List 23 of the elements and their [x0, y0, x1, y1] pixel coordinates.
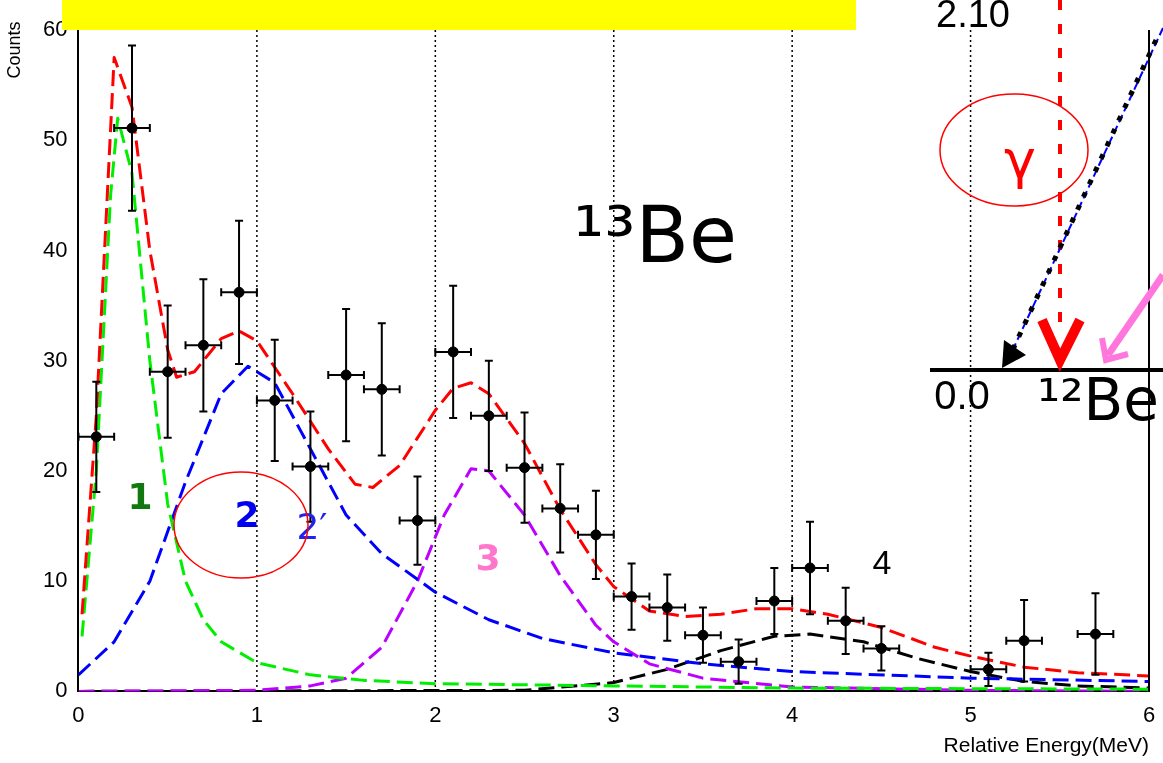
annotation: γ	[1004, 128, 1036, 191]
annotation: 2	[234, 494, 260, 535]
x-tick-label: 1	[250, 701, 264, 727]
y-tick-label: 40	[42, 236, 68, 262]
x-tick-label: 2	[429, 701, 442, 727]
y-tick-label: 30	[42, 346, 68, 372]
annotation: ¹³Be	[572, 190, 738, 280]
x-tick-label: 5	[964, 701, 977, 727]
annotation: 2.10	[936, 0, 1010, 35]
x-tick-label: 4	[786, 701, 799, 727]
y-axis-title: Counts	[4, 21, 24, 79]
y-tick-label: 50	[42, 126, 68, 152]
y-tick-label: 10	[42, 567, 68, 593]
annotation: 0.0	[934, 373, 990, 417]
annotation: 1	[127, 476, 153, 517]
x-tick-label: 3	[607, 701, 620, 727]
y-tick-label: 0	[55, 677, 68, 703]
x-tick-label: 0	[72, 701, 85, 727]
x-axis-title: Relative Energy(MeV)	[943, 733, 1149, 757]
annotation: 3	[475, 537, 501, 578]
y-tick-label: 20	[42, 457, 68, 482]
annotation: 4	[872, 543, 892, 581]
x-tick-label: 6	[1142, 701, 1156, 727]
